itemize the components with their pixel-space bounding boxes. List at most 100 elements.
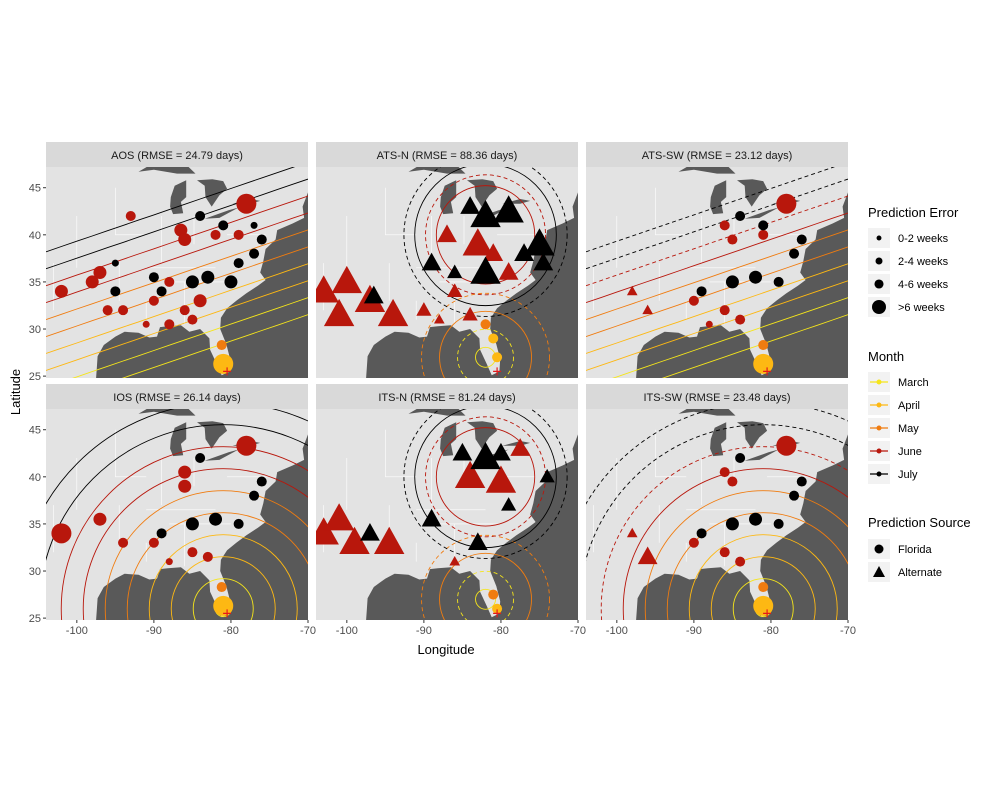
florida-point bbox=[213, 353, 234, 374]
florida-point bbox=[727, 234, 738, 245]
florida-point bbox=[492, 352, 503, 363]
florida-point bbox=[488, 589, 499, 600]
florida-point bbox=[209, 512, 223, 526]
alternate-point bbox=[316, 275, 339, 303]
state-border bbox=[385, 187, 417, 236]
contour-line bbox=[586, 229, 848, 321]
y-tick-label: 40 bbox=[29, 472, 41, 484]
contour-line bbox=[403, 409, 568, 559]
alternate-point bbox=[510, 438, 531, 456]
x-tick-label: -70 bbox=[300, 625, 316, 637]
legend-key-size bbox=[876, 235, 882, 241]
legend: Prediction Error 0-2 weeks 2-4 weeks 4-6 we… bbox=[868, 205, 971, 582]
alternate-point bbox=[363, 285, 384, 304]
facet-strip bbox=[46, 142, 308, 167]
florida-point bbox=[488, 333, 499, 344]
data-points bbox=[51, 435, 267, 616]
alternate-point bbox=[626, 285, 638, 296]
legend-label: 0-2 weeks bbox=[898, 233, 949, 245]
alternate-point bbox=[626, 527, 638, 538]
contour-line bbox=[60, 446, 308, 620]
contour-line bbox=[82, 468, 308, 620]
legend-title-month: Month bbox=[868, 349, 904, 364]
great-lake bbox=[678, 409, 736, 416]
florida-point bbox=[758, 582, 769, 593]
facet-title: ITS-N (RMSE = 81.24 days) bbox=[378, 392, 515, 404]
florida-point bbox=[179, 305, 190, 316]
alternate-point bbox=[331, 265, 363, 294]
x-tick-label: -90 bbox=[146, 625, 162, 637]
x-tick-label: -70 bbox=[570, 625, 586, 637]
florida-point bbox=[156, 286, 167, 297]
florida-point bbox=[110, 286, 121, 297]
legend-label: Alternate bbox=[898, 567, 942, 579]
contour-line bbox=[586, 212, 848, 304]
contour-lines bbox=[586, 167, 848, 378]
alternate-point bbox=[539, 468, 555, 483]
florida-point bbox=[719, 547, 730, 558]
alternate-point bbox=[462, 228, 494, 256]
y-tick-label: 25 bbox=[29, 371, 41, 383]
y-tick-label: 25 bbox=[29, 613, 41, 625]
y-tick-label: 35 bbox=[29, 277, 41, 289]
contour-line bbox=[457, 570, 514, 620]
florida-point bbox=[233, 258, 244, 269]
legend-title-error: Prediction Error bbox=[868, 205, 959, 220]
contour-line bbox=[46, 246, 308, 338]
florida-point bbox=[93, 512, 107, 526]
great-lake bbox=[737, 179, 768, 207]
florida-point bbox=[233, 229, 244, 240]
alternate-point bbox=[377, 298, 409, 327]
legend-label: Florida bbox=[898, 544, 933, 556]
contour-line bbox=[46, 229, 308, 321]
florida-point bbox=[758, 220, 769, 231]
x-tick-label: -80 bbox=[223, 625, 239, 637]
florida-point bbox=[156, 528, 167, 539]
contour-line bbox=[72, 297, 308, 378]
great-lake bbox=[138, 409, 196, 416]
florida-point bbox=[195, 452, 206, 463]
alternate-point bbox=[491, 442, 511, 461]
great-lake bbox=[197, 421, 228, 449]
florida-point bbox=[118, 305, 129, 316]
florida-point bbox=[236, 435, 257, 456]
florida-point bbox=[256, 476, 267, 487]
legend-label: July bbox=[898, 469, 918, 481]
florida-point bbox=[758, 229, 769, 240]
contour-line bbox=[586, 263, 848, 354]
florida-point bbox=[178, 479, 192, 493]
florida-point bbox=[93, 266, 107, 279]
legend-key-triangle bbox=[873, 566, 885, 577]
florida-point bbox=[719, 220, 730, 231]
florida-point bbox=[719, 305, 730, 316]
x-tick-label: -70 bbox=[840, 625, 856, 637]
facet-strip bbox=[586, 384, 848, 409]
legend-label: April bbox=[898, 400, 920, 412]
florida-point bbox=[796, 476, 807, 487]
florida-point bbox=[142, 320, 150, 328]
florida-point bbox=[773, 276, 784, 287]
florida-point bbox=[193, 294, 207, 308]
facet-title: ATS-SW (RMSE = 23.12 days) bbox=[642, 150, 792, 162]
contour-line bbox=[688, 534, 838, 620]
legend-label: 4-6 weeks bbox=[898, 279, 949, 291]
alternate-point bbox=[498, 262, 519, 280]
florida-point bbox=[187, 547, 198, 558]
great-lake bbox=[744, 207, 779, 219]
florida-point bbox=[789, 490, 800, 501]
contour-line bbox=[421, 292, 550, 378]
facet-title: AOS (RMSE = 24.79 days) bbox=[111, 150, 243, 162]
land bbox=[586, 409, 848, 620]
great-lake bbox=[204, 207, 239, 219]
facet-strip bbox=[316, 384, 578, 409]
florida-point bbox=[195, 210, 206, 221]
legend-label: June bbox=[898, 446, 922, 458]
florida-point bbox=[796, 234, 807, 245]
alternate-point bbox=[485, 465, 517, 493]
florida-point bbox=[249, 248, 260, 259]
legend-key-size bbox=[875, 257, 883, 265]
florida-point bbox=[256, 234, 267, 245]
great-lake bbox=[197, 179, 228, 207]
alternate-point bbox=[642, 304, 653, 315]
legend-key-month bbox=[876, 425, 882, 431]
